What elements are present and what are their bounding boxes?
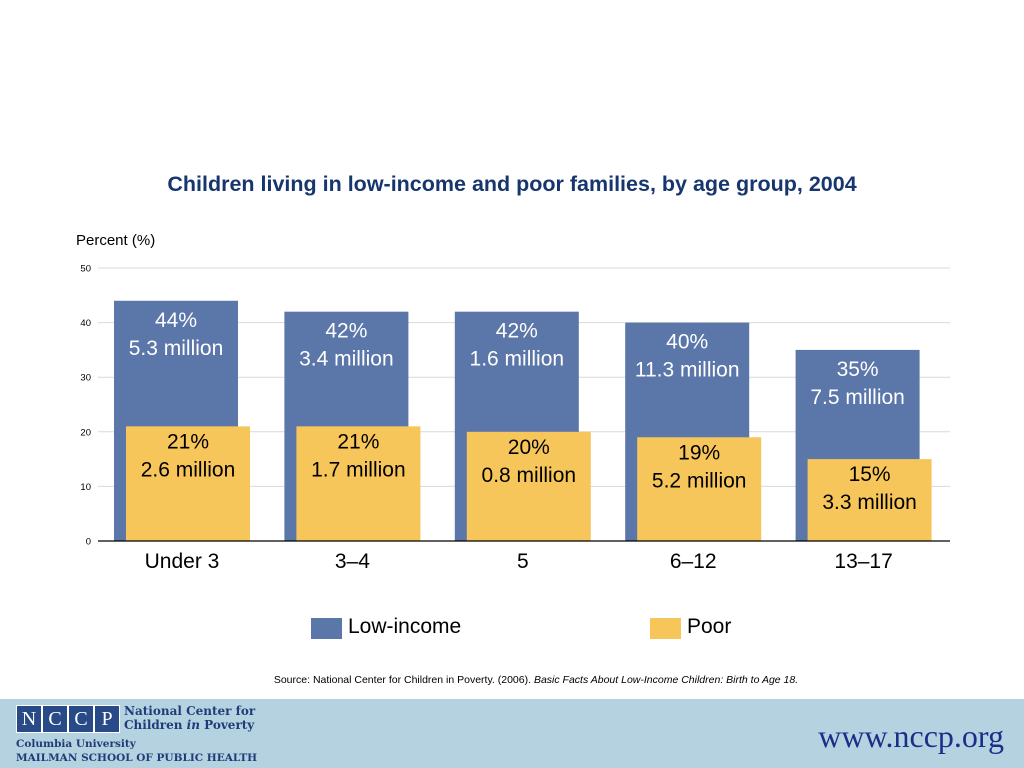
legend-swatch-poor — [650, 618, 681, 639]
source-note: Source: National Center for Children in … — [0, 674, 1024, 686]
x-tick-label: 6–12 — [670, 550, 717, 573]
y-tick-label: 0 — [86, 537, 91, 548]
legend-swatch-low-income — [311, 618, 342, 639]
y-tick-label: 40 — [80, 318, 91, 329]
logo-letter: N — [16, 705, 42, 733]
source-prefix: Source: National Center for Children in … — [273, 674, 534, 686]
data-label-poor: 15% — [849, 463, 891, 486]
chart-title: Children living in low-income and poor f… — [167, 172, 857, 196]
logo-letter: C — [42, 705, 68, 733]
data-label-low-income: 7.5 million — [810, 386, 905, 409]
data-label-poor: 5.2 million — [652, 469, 747, 492]
website-link[interactable]: www.nccp.org — [818, 718, 1004, 754]
org-name: National Center for Children in Poverty — [124, 704, 255, 732]
data-label-poor: 20% — [508, 436, 550, 459]
data-label-low-income: 11.3 million — [635, 359, 740, 382]
data-label-low-income: 5.3 million — [129, 337, 224, 360]
data-label-poor: 21% — [337, 430, 379, 453]
org-name-line1: National Center for — [124, 704, 256, 718]
data-label-low-income: 42% — [496, 320, 538, 343]
legend-label-low-income: Low-income — [348, 615, 462, 638]
university-name: Columbia University MAILMAN SCHOOL OF PU… — [16, 737, 257, 765]
data-label-poor: 19% — [678, 441, 720, 464]
data-label-low-income: 35% — [837, 358, 879, 381]
y-tick-label: 10 — [80, 482, 91, 493]
bar-poor — [466, 431, 591, 541]
logo-letter: P — [94, 705, 120, 733]
x-tick-label: 5 — [517, 550, 529, 573]
university-line1: Columbia University — [16, 738, 136, 750]
x-tick-label: 3–4 — [335, 550, 370, 573]
legend-label-poor: Poor — [687, 615, 732, 638]
y-tick-label: 30 — [80, 373, 91, 384]
data-label-poor: 2.6 million — [141, 458, 236, 481]
footer-bar — [0, 699, 1024, 768]
y-axis-label: Percent (%) — [76, 232, 156, 249]
data-label-poor: 0.8 million — [482, 464, 577, 487]
data-label-poor: 1.7 million — [311, 458, 406, 481]
bar-poor — [126, 426, 250, 541]
data-label-poor: 21% — [167, 430, 209, 453]
nccp-logo[interactable]: N C C P — [16, 705, 120, 733]
data-label-low-income: 44% — [155, 309, 197, 332]
y-tick-label: 50 — [80, 264, 91, 275]
university-line2: MAILMAN SCHOOL OF PUBLIC HEALTH — [16, 752, 258, 764]
data-label-low-income: 40% — [666, 331, 708, 354]
bar-poor — [637, 437, 762, 541]
org-name-line2: Children in Poverty — [124, 718, 255, 732]
source-title: Basic Facts About Low-Income Children: B… — [533, 674, 799, 686]
logo-letter: C — [68, 705, 94, 733]
data-label-low-income: 3.4 million — [299, 348, 394, 371]
x-tick-label: Under 3 — [145, 550, 220, 573]
x-tick-label: 13–17 — [834, 550, 892, 573]
data-label-low-income: 42% — [325, 320, 367, 343]
bar-poor — [807, 459, 932, 541]
y-tick-label: 20 — [80, 427, 91, 438]
data-label-poor: 3.3 million — [822, 491, 917, 514]
data-label-low-income: 1.6 million — [470, 348, 565, 371]
bar-poor — [296, 426, 421, 541]
bar-chart: 0 10 20 30 40 50 44% 5.3 million 21% 2.6 million U… — [80, 264, 950, 573]
